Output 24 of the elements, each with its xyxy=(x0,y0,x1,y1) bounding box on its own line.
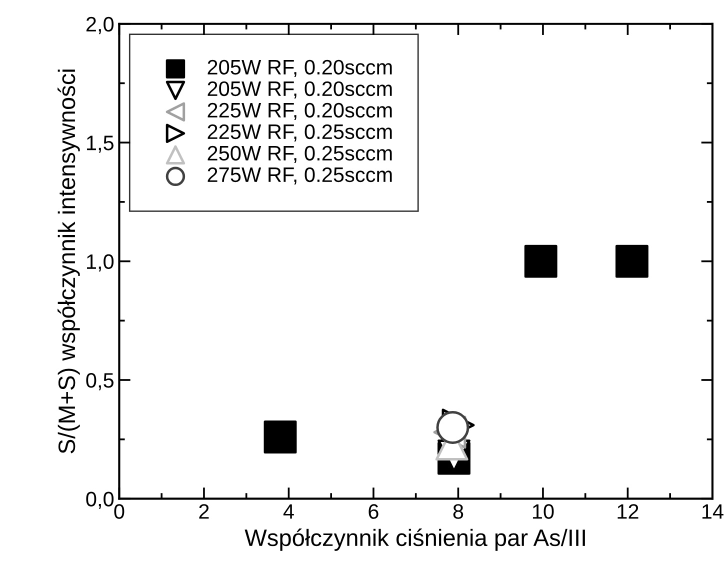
y-tick-label: 1,5 xyxy=(86,136,114,153)
x-tick-label: 2 xyxy=(199,504,209,519)
x-tick-label: 4 xyxy=(283,504,294,519)
y-tick-label: 2,0 xyxy=(86,16,114,34)
legend-label: 275W RF, 0.25sccm xyxy=(208,167,392,185)
legend-label: 205W RF, 0.20sccm xyxy=(208,81,392,99)
legend-label: 205W RF, 0.20sccm xyxy=(208,60,392,78)
y-tick-label: 0,0 xyxy=(86,492,114,509)
point xyxy=(264,420,297,454)
legend-label: 225W RF, 0.25sccm xyxy=(208,124,392,142)
x-tick-label: 10 xyxy=(532,504,554,519)
y-tick-label: 0,5 xyxy=(86,372,114,390)
legend-label: 225W RF, 0.20sccm xyxy=(208,102,392,120)
x-tick-label: 6 xyxy=(368,504,378,519)
y-tick-label: 1,0 xyxy=(86,254,114,272)
point xyxy=(615,244,648,278)
point xyxy=(524,244,558,278)
x-tick-label: 14 xyxy=(702,504,724,519)
x-tick-label: 0 xyxy=(114,504,124,519)
y-axis-title: S/(M+S) współczynnik intensywności xyxy=(58,70,80,454)
x-axis-title: Współczynnik ciśnienia par As/III xyxy=(244,528,585,551)
x-tick-label: 8 xyxy=(453,504,464,519)
x-tick-label: 12 xyxy=(618,504,638,519)
legend-label: 250W RF, 0.25sccm xyxy=(208,146,392,164)
